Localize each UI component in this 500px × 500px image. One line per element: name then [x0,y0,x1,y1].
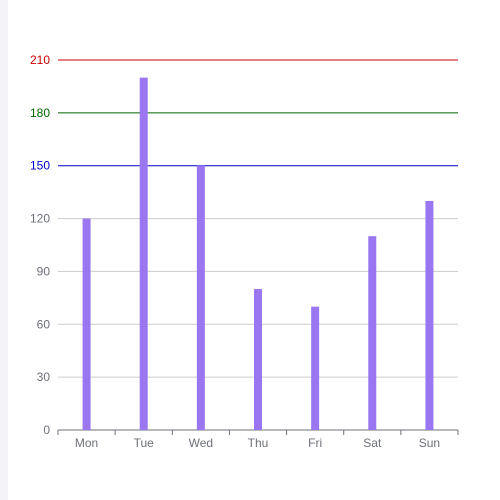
x-tick-label-sun: Sun [419,436,440,450]
chart-panel: 0 30 60 90 120 150 180 210 Mon Tue Wed Thu Fri Sat Sun [8,0,500,500]
bar-mon[interactable] [82,218,91,430]
x-tick-label-thu: Thu [248,436,269,450]
bar-sat[interactable] [368,236,377,430]
y-tick-label-0: 0 [43,423,50,437]
bar-fri[interactable] [311,306,320,430]
x-tick-label-wed: Wed [189,436,213,450]
x-tick-label-sat: Sat [363,436,382,450]
bar-wed[interactable] [196,165,205,430]
x-tick-label-fri: Fri [308,436,322,450]
x-tick-label-tue: Tue [134,436,155,450]
y-tick-label-120: 120 [30,212,50,226]
y-tick-label-30: 30 [37,370,51,384]
bar-thu[interactable] [254,289,262,430]
bar-chart: 0 30 60 90 120 150 180 210 Mon Tue Wed Thu Fri Sat Sun [30,53,459,450]
bar-tue[interactable] [139,77,148,430]
y-tick-label-210: 210 [30,53,50,67]
y-tick-label-180: 180 [30,106,50,120]
bar-sun[interactable] [425,200,434,430]
y-tick-label-60: 60 [37,317,51,331]
y-tick-label-150: 150 [30,159,50,173]
x-tick-label-mon: Mon [75,436,98,450]
y-tick-label-90: 90 [37,264,51,278]
